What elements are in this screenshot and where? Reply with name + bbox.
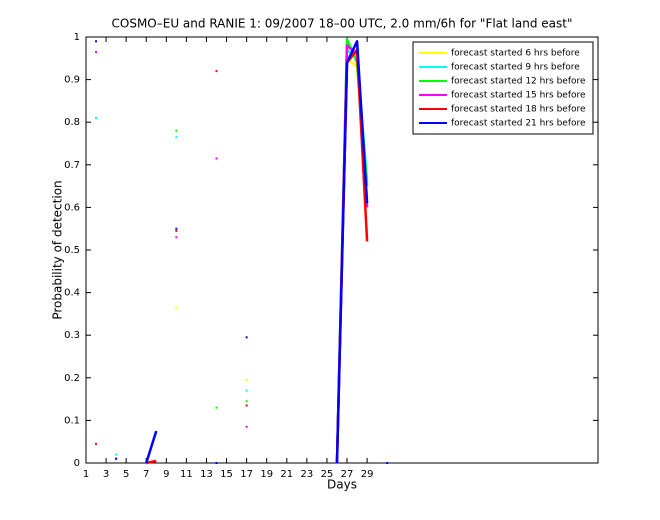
- y-tick-label: 0: [74, 458, 80, 469]
- data-point: [175, 236, 178, 239]
- legend-label: forecast started 6 hrs before: [451, 49, 580, 59]
- data-point: [175, 227, 178, 230]
- x-tick-label: 15: [220, 469, 233, 480]
- data-point: [175, 129, 178, 132]
- x-tick-label: 5: [123, 469, 129, 480]
- y-tick-label: 0.8: [64, 117, 80, 128]
- y-tick-label: 1: [74, 32, 80, 43]
- data-point: [175, 229, 178, 232]
- data-point: [215, 157, 218, 160]
- data-point: [245, 425, 248, 428]
- x-tick-label: 3: [103, 469, 109, 480]
- data-point: [245, 336, 248, 339]
- data-point: [115, 457, 118, 460]
- x-tick-label: 23: [300, 469, 313, 480]
- data-point: [215, 462, 218, 464]
- x-tick-label: 21: [280, 469, 293, 480]
- x-tick-label: 13: [200, 469, 213, 480]
- x-tick-label: 17: [240, 469, 253, 480]
- legend-label: forecast started 12 hrs before: [451, 77, 586, 87]
- data-point: [95, 40, 98, 43]
- data-point: [215, 406, 218, 409]
- legend-label: forecast started 18 hrs before: [451, 105, 586, 115]
- legend-label: forecast started 15 hrs before: [451, 91, 586, 101]
- series-line: [145, 459, 157, 465]
- data-point: [95, 442, 98, 445]
- data-point: [386, 462, 389, 464]
- data-point: [245, 404, 248, 407]
- y-tick-label: 0.1: [64, 415, 80, 426]
- data-point: [115, 453, 118, 456]
- data-point: [175, 306, 178, 309]
- y-tick-label: 0.3: [64, 330, 80, 341]
- x-tick-label: 1: [83, 469, 89, 480]
- data-point: [245, 389, 248, 392]
- y-axis-label: Probability of detection: [51, 180, 65, 319]
- y-tick-label: 0.5: [64, 245, 80, 256]
- y-tick-label: 0.4: [64, 288, 80, 299]
- x-tick-label: 19: [260, 469, 273, 480]
- data-point: [95, 50, 98, 53]
- data-point: [215, 70, 218, 73]
- data-point: [245, 400, 248, 403]
- x-tick-label: 9: [163, 469, 169, 480]
- legend-label: forecast started 9 hrs before: [451, 63, 580, 73]
- data-point: [245, 378, 248, 381]
- y-tick-label: 0.2: [64, 373, 80, 384]
- x-tick-label: 7: [143, 469, 149, 480]
- chart-title: COSMO–EU and RANIE 1: 09/2007 18–00 UTC,…: [112, 17, 573, 31]
- data-point: [175, 136, 178, 139]
- data-point: [95, 116, 98, 119]
- y-tick-label: 0.6: [64, 202, 80, 213]
- x-tick-label: 27: [341, 469, 354, 480]
- series-line: [145, 430, 158, 464]
- x-tick-label: 25: [321, 469, 334, 480]
- x-axis-label: Days: [327, 478, 357, 492]
- x-tick-label: 29: [361, 469, 374, 480]
- legend-box: [412, 41, 594, 135]
- x-tick-label: 11: [180, 469, 193, 480]
- y-tick-label: 0.7: [64, 160, 80, 171]
- series-line: [335, 40, 369, 464]
- y-tick-label: 0.9: [64, 75, 80, 86]
- legend-label: forecast started 21 hrs before: [451, 119, 586, 129]
